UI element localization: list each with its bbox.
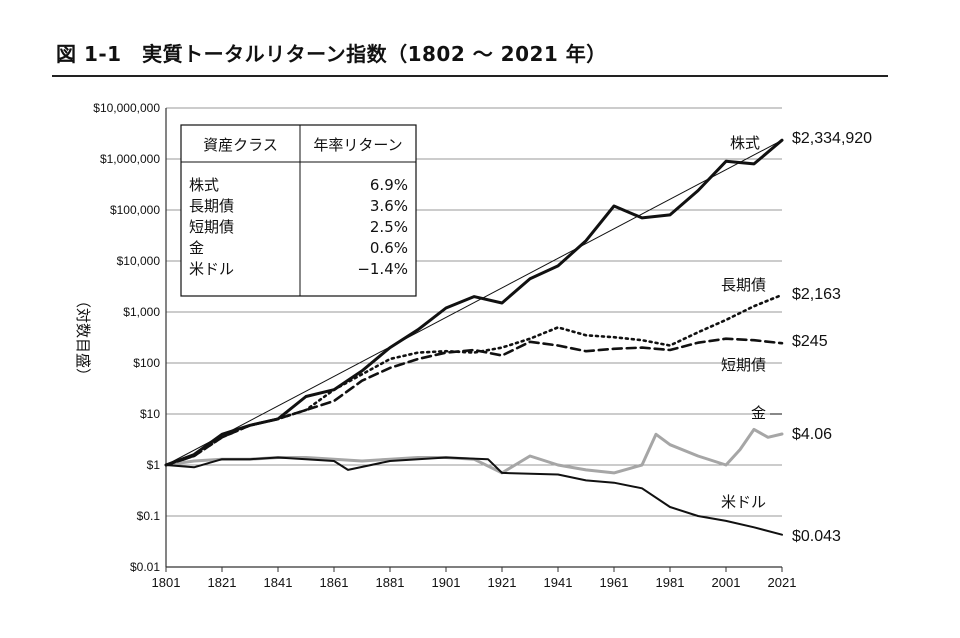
- x-tick-label: 1901: [432, 575, 461, 590]
- x-tick-label: 1861: [320, 575, 349, 590]
- table-header: 年率リターン: [313, 136, 402, 154]
- x-axis-ticks: 1801 1821 1841 1861 1881 1901 1921 1941 1961 1981…: [152, 567, 797, 590]
- y-tick-label: $0.01: [130, 560, 160, 574]
- series-name-label: 短期債: [721, 356, 766, 374]
- end-labels: $2,334,920 $2,163 $245 $4.06 $0.043: [792, 130, 872, 545]
- x-tick-label: 2001: [712, 575, 741, 590]
- x-tick-label: 1881: [376, 575, 405, 590]
- x-tick-label: 1981: [656, 575, 685, 590]
- series-line-3: [164, 427, 784, 475]
- series-line-1: [164, 293, 784, 467]
- y-axis-title: （対数目盛）: [74, 293, 92, 383]
- table-header: 資産クラス: [203, 136, 278, 154]
- y-tick-label: $0.1: [137, 509, 161, 523]
- table-asset-cell: 金: [189, 239, 204, 257]
- series-name-label: 金: [751, 404, 766, 422]
- end-value-label: $0.043: [792, 528, 841, 545]
- x-tick-label: 1841: [264, 575, 293, 590]
- series-line-0: [164, 138, 784, 467]
- x-tick-label: 1821: [208, 575, 237, 590]
- y-tick-label: $10,000: [117, 254, 161, 268]
- stock-trend-line: [165, 139, 783, 466]
- y-tick-label: $10: [140, 407, 160, 421]
- title-rule: [52, 75, 888, 77]
- table-asset-cell: 短期債: [189, 218, 234, 236]
- series-lines: [164, 138, 784, 536]
- series-name-label: 米ドル: [721, 493, 766, 511]
- table-asset-cell: 米ドル: [189, 260, 234, 278]
- table-return-cell: 2.5%: [370, 218, 408, 236]
- series-line-4: [165, 456, 783, 536]
- end-value-label: $2,163: [792, 286, 841, 303]
- table-return-cell: 6.9%: [370, 176, 408, 194]
- figure-title: 図 1-1 実質トータルリターン指数（1802 ～ 2021 年）: [56, 42, 607, 66]
- table-return-cell: 3.6%: [370, 197, 408, 215]
- series-name-label: 株式: [730, 134, 760, 152]
- x-tick-label: 1961: [600, 575, 629, 590]
- table-asset-cell: 株式: [189, 176, 219, 194]
- y-tick-label: $100,000: [110, 203, 160, 217]
- table-frame: [180, 124, 417, 297]
- x-tick-label: 1941: [544, 575, 573, 590]
- y-axis-ticks: $10,000,000 $1,000,000 $100,000 $10,000 $1,0…: [93, 101, 160, 574]
- y-tick-label: $1: [147, 458, 161, 472]
- series-name-label: 長期債: [721, 276, 766, 294]
- table-asset-cell: 長期債: [189, 197, 234, 215]
- table-return-cell: −1.4%: [357, 260, 408, 278]
- end-value-label: $4.06: [792, 426, 832, 443]
- series-line-2: [164, 337, 784, 467]
- x-tick-label: 2021: [768, 575, 797, 590]
- y-axis-label: （対数目盛）: [74, 293, 92, 383]
- table-return-cell: 0.6%: [370, 239, 408, 257]
- y-tick-label: $1,000: [123, 305, 160, 319]
- end-value-label: $2,334,920: [792, 130, 872, 147]
- x-tick-label: 1921: [488, 575, 517, 590]
- x-tick-label: 1801: [152, 575, 181, 590]
- y-tick-label: $1,000,000: [100, 152, 160, 166]
- y-tick-label: $10,000,000: [93, 101, 160, 115]
- end-value-label: $245: [792, 333, 828, 350]
- y-tick-label: $100: [133, 356, 160, 370]
